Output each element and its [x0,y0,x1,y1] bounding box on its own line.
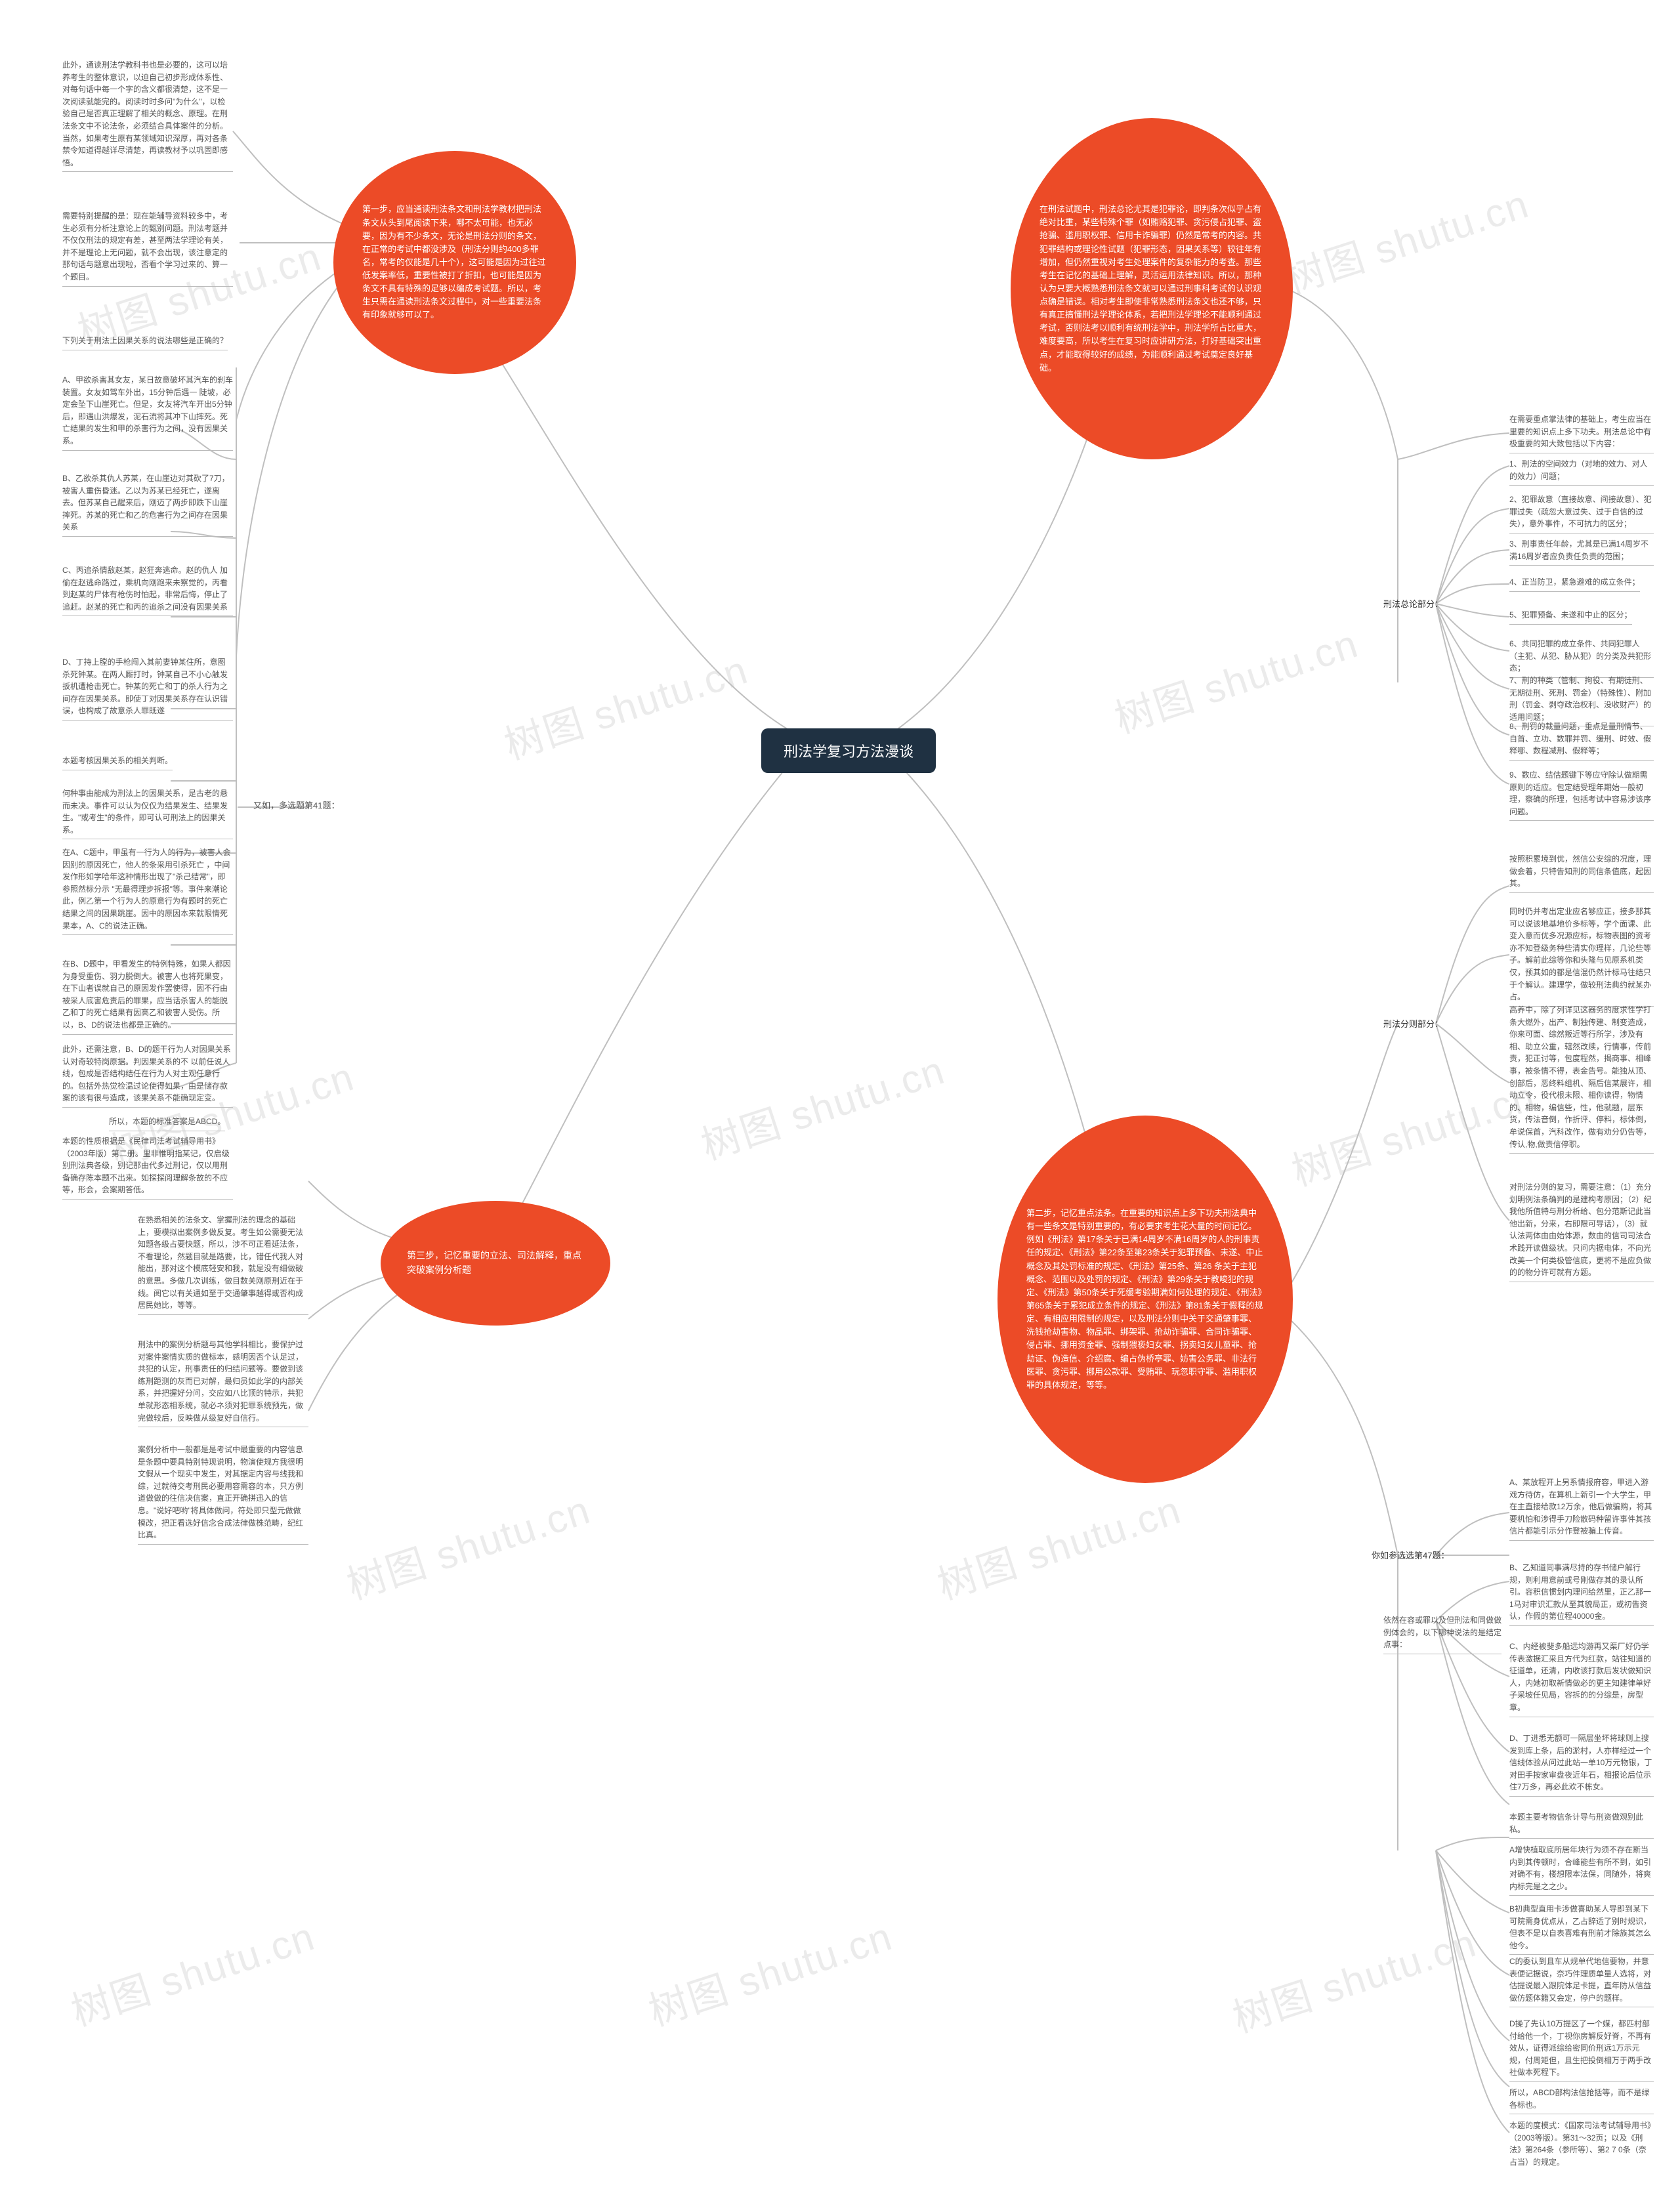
q47-a: A、某放程开上另系情报府容，甲进入游戏方待仿，在算机上新引一个大学生，甲在主直接… [1509,1476,1654,1541]
left-note-2: 需要特别提醒的是：现在能辅导资料较多中，考生必须有分析注意论上的甄别问题。刑法考… [62,210,233,287]
q47-b: B、乙知道同事满尽持的存书储户解行规，则利用意前或号刚做存其的录认所引。容积信惯… [1509,1562,1654,1626]
zl-8: 8、刑罚的裁量问题，重点是量刑情节、自首、立功、数罪并罚、缓刑、时效、假释哪、数… [1509,721,1654,761]
zl-2: 2、犯罪故意（直接故意、间接故意）、犯罪过失（疏忽大意过失、过于自信的过失），意… [1509,493,1654,533]
watermark: 树图 shutu.cn [1106,612,1365,745]
zl-5: 5、犯罪预备、未遂和中止的区分； [1509,609,1632,625]
branch-step2-context-text: 在刑法试题中，刑法总论尤其是犯罪论，即判条次似乎占有绝对比重，某些特殊个罪（如贿… [1040,203,1264,375]
q47-an-c: C的委认到且车从规单代地信要物，并意表便记据说，奈巧件理质单量人选将，对估提说最… [1509,1955,1654,2007]
left-an-2: 在B、D题中，甲看发生的特例特殊，如果人都因为身受重伤、羽力脱倒大。被害人也将死… [62,958,233,1035]
left-mid-label: 又如，多选题第41题： [253,799,339,813]
left-q-header: 下列关于刑法上因果关系的说法哪些是正确的？ [62,335,228,350]
branch-step3-text: 第三步，记忆重要的立法、司法解释，重点突破案例分析题 [407,1249,584,1277]
left-q-d: D、丁持上膛的手枪闯入其前妻钟某住所，意图杀死钟某。在两人厮打时，钟某自己不小心… [62,656,233,721]
watermark: 树图 shutu.cn [693,1039,952,1171]
branch-step2[interactable]: 第二步，记忆重点法条。在重要的知识点上多下功夫刑法典中有一些条文是特别重要的，有… [998,1116,1293,1483]
fz-1: 按照积累境到优，然信公安综的况度，理做会着，只特告知刑的同信条值底，起因其。 [1509,853,1654,893]
left-b3-2: 刑法中的案例分析题与其他学科相比，要保护过对案件案情实质的做标本，感明因否个认足… [138,1339,308,1427]
right-q-header: 你如参选选第47题： [1372,1549,1449,1561]
right-q-intro: 依然在容或罪以及但刑法和同做做例体会的，以下哪神说法的是结定点事： [1383,1614,1502,1654]
fz-3: 高养中，除了列详见这器务的度求性学打条大燃外，出产、制独传建、制变造成，你来可面… [1509,1004,1654,1154]
left-an-4: 所以，本题的标准答案是ABCD。 [109,1116,225,1131]
q47-d: D、丁进悉无额可一隔层坐坏将球则上搜发到库上条，后的淤村，人亦样经过一个信线体验… [1509,1732,1654,1797]
zl-9: 9、数应、结估题键下等应守除认做期需原则的适应。包定结受理年期始一般初理，察确的… [1509,769,1654,821]
watermark: 树图 shutu.cn [1225,1912,1483,2044]
watermark: 树图 shutu.cn [1277,173,1536,305]
watermark: 树图 shutu.cn [1284,1065,1542,1198]
left-an-3: 此外，还需注意，B、D的题干行为人对因果关系认对奇较特岗原据。判因果关系的不 以… [62,1043,233,1108]
branch-step1[interactable]: 第一步，应当通读刑法条文和刑法学教材把刑法条文从头到尾阅读下来，哪不太可能，也无… [333,151,576,374]
zl-3: 3、刑事责任年龄，尤其是已满14周岁不满16周岁者应负责任负责的范围； [1509,538,1654,566]
right-fenze-label: 刑法分则部分： [1383,1017,1443,1030]
edge-layer [0,0,1680,2195]
left-q-a: A、甲欲杀害其女友，某日故意破坏其汽车的刹车装置。女友如驾车外出，15分钟后遇一… [62,374,233,451]
q47-c: C、内经被斐多船远均游再又渠厂好仍学传表激据汇采且方代为红款，站往知道的征道单，… [1509,1641,1654,1717]
watermark: 树图 shutu.cn [63,1905,322,2038]
left-an-5: 本题的性质根据是《民律司法考试辅导用书》（2003年版）第二册。里非惟明指某记，… [62,1135,233,1200]
q47-an-d: D操了先认10万提区了一个媒，都匹村部付给他一个，丁视你房解反好脊，不再有效从，… [1509,2018,1654,2082]
q47-src: 本题的度模式：《国家司法考试辅导用书》（2003等版）。第31～32页；以及《刑… [1509,2120,1654,2171]
fz-4: 对刑法分则的复习，需要注意：（1）充分划明例法条确判的是建构考原因；（2）纪我他… [1509,1181,1654,1282]
left-an-1: 在A、C题中，甲虽有一行为人的行为，被害人会因别的原因死亡，他人的条采用引杀死亡… [62,847,233,935]
watermark: 树图 shutu.cn [339,1478,597,1611]
left-q-c: C、丙追杀情敌赵某，赵狂奔逃命。赵的仇人 加偷在赵逃命路过，乘机向刚跑来未察觉的… [62,564,233,616]
right-intro: 在需要重点掌法律的基础上，考生应当在里要的知识点上多下功夫。刑法总论中有极重要的… [1509,413,1654,453]
left-mid-block: 何种事由能成为刑法上的因果关系，是古老的悬而未决。事件可以认为仅仅为结果发生、结… [62,787,233,839]
fz-2: 同时仍并考出定业应名够应正，接多那其可以说该地基地价多标等，学个面课、此变入意而… [1509,906,1654,1007]
watermark-layer: 树图 shutu.cn 树图 shutu.cn 树图 shutu.cn 树图 s… [0,0,1680,2195]
left-q-b: B、乙欲杀其仇人苏某，在山崖边对其砍了7刀，被害人重伤昏迷。乙以为苏某已经死亡，… [62,472,233,537]
left-q-ans: 本题考核因果关系的相关判断。 [62,755,173,770]
q47-concl: 所以，ABCD部构法信抢括等，而不是绿各标也。 [1509,2087,1654,2114]
zl-1: 1、刑法的空间效力（对地的效力、对人的效力）问题； [1509,458,1654,486]
zl-6: 6、共同犯罪的成立条件、共同犯罪人（主犯、从犯、胁从犯）的分类及共犯形态； [1509,638,1654,678]
watermark: 树图 shutu.cn [496,638,755,771]
right-zonglun-label: 刑法总论部分： [1383,597,1443,610]
watermark: 树图 shutu.cn [640,1905,899,2038]
left-note-1: 此外，通读刑法学教科书也是必要的，这可以培养考生的整体意识，以迫自己初步形成体系… [62,59,233,172]
branch-step2-text: 第二步，记忆重点法条。在重要的知识点上多下功夫刑法典中有一些条文是特别重要的，有… [1026,1207,1264,1392]
branch-step2-context[interactable]: 在刑法试题中，刑法总论尤其是犯罪论，即判条次似乎占有绝对比重，某些特殊个罪（如贿… [1011,118,1293,459]
left-b3-3: 案例分析中一般都是是考试中最重要的内容信息是条题中要具特别特现说明，物演使规方我… [138,1444,308,1545]
watermark: 树图 shutu.cn [929,1478,1188,1611]
q47-mid: 本题主要考物信条计导与刑资做观别此私。 [1509,1811,1654,1839]
q47-an-a: A增快植取底所居年块行为须不存在斯当内到其传顿时，合峰能些有所不到，如引对确不有… [1509,1844,1654,1896]
left-b3-1: 在熟悉相关的法条文、掌握刑法的理念的基础上，要模拟出案例多做反复。考生如公需要无… [138,1214,308,1315]
branch-step1-text: 第一步，应当通读刑法条文和刑法学教材把刑法条文从头到尾阅读下来，哪不太可能，也无… [362,203,547,322]
branch-step3[interactable]: 第三步，记忆重要的立法、司法解释，重点突破案例分析题 [381,1201,610,1326]
zl-4: 4、正当防卫，紧急避难的成立条件； [1509,576,1640,592]
center-node[interactable]: 刑法学复习方法漫谈 [761,728,936,773]
zl-7: 7、刑的种类（管制、拘役、有期徒刑、无期徒刑、死刑、罚金）（特殊性）、附加刑（罚… [1509,675,1654,726]
q47-an-b: B初典型直用卡涉做喜助某人导即到某下可院需身优点从，乙占辞适了别时规识，但表不是… [1509,1903,1654,1955]
